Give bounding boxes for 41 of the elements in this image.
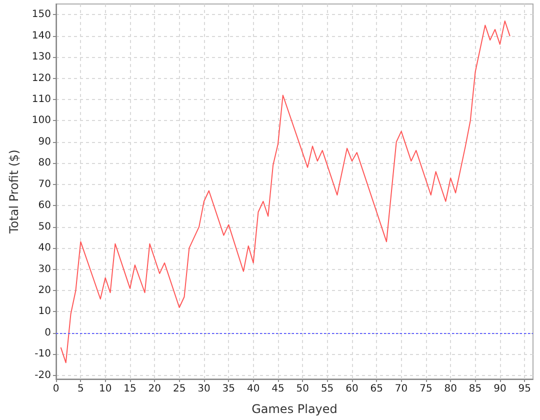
- y-tick-label: 130: [32, 52, 51, 63]
- x-tick-label: 40: [246, 384, 260, 394]
- x-tick-label: 55: [320, 384, 334, 394]
- line-series: [60, 20, 510, 364]
- y-axis-title: Total Profit ($): [7, 150, 21, 234]
- x-axis-title: Games Played: [252, 402, 338, 416]
- y-tick-label: -10: [34, 348, 51, 360]
- x-tick-label: 25: [172, 384, 186, 394]
- y-tick-label: 30: [38, 264, 51, 275]
- y-tick-label: 20: [38, 285, 51, 296]
- x-tick-label: 90: [494, 384, 506, 394]
- x-tick-label: 65: [370, 384, 383, 394]
- x-tick-label: 45: [272, 384, 284, 394]
- x-tick-label: 30: [198, 384, 210, 394]
- y-tick-label: 150: [32, 9, 51, 20]
- x-tick-label: 70: [394, 384, 408, 394]
- y-tick-label: 40: [38, 242, 51, 254]
- y-tick-label: -20: [34, 370, 51, 381]
- x-tick-label: 85: [468, 384, 482, 394]
- y-tick-label: 110: [32, 94, 51, 105]
- y-tick-label: 60: [38, 200, 51, 212]
- x-tick-label: 60: [346, 384, 358, 394]
- y-tick-label: 90: [38, 136, 51, 148]
- y-tick-label: 70: [38, 178, 51, 190]
- x-tick-label: 0: [52, 384, 60, 394]
- x-tick-label: 75: [420, 384, 432, 394]
- y-tick-label: 100: [32, 115, 51, 126]
- x-tick-label: 15: [124, 384, 136, 394]
- x-tick-label: 80: [444, 384, 457, 394]
- y-tick-label: 140: [32, 30, 51, 42]
- x-tick-label: 20: [148, 384, 162, 394]
- y-tick-label: 10: [38, 306, 51, 318]
- y-tick-label: 120: [32, 72, 51, 84]
- x-tick-label: 50: [296, 384, 310, 394]
- y-tick-label: 0: [44, 327, 51, 338]
- y-tick-label: 80: [38, 158, 51, 169]
- y-tick-label: 50: [38, 221, 51, 232]
- x-tick-label: 5: [77, 384, 84, 394]
- x-tick-label: 95: [518, 384, 531, 394]
- x-tick-label: 35: [222, 384, 236, 394]
- x-tick-label: 10: [98, 384, 112, 394]
